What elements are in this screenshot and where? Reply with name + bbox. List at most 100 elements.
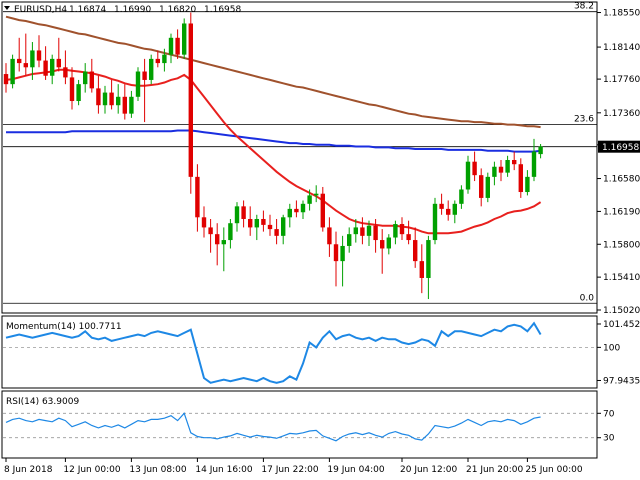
candle-body bbox=[492, 166, 497, 177]
x-tick-label: 12 Jun 00:00 bbox=[63, 465, 120, 475]
candle-body bbox=[465, 161, 471, 190]
candle-body bbox=[182, 23, 187, 55]
candle-body bbox=[116, 96, 121, 106]
candle-body bbox=[287, 208, 292, 218]
candle-body bbox=[406, 234, 411, 241]
candle-body bbox=[89, 71, 94, 89]
current-price-label: 1.16958 bbox=[602, 143, 639, 153]
candle-body bbox=[23, 63, 28, 68]
y-tick-label: 1.15410 bbox=[603, 273, 640, 283]
y-tick-label: 1.16190 bbox=[603, 207, 640, 217]
candle-body bbox=[69, 77, 75, 102]
candle-body bbox=[43, 60, 48, 76]
candle-body bbox=[399, 224, 405, 235]
momentum-plot bbox=[3, 321, 597, 384]
candle-body bbox=[531, 151, 537, 177]
candle-body bbox=[300, 203, 306, 213]
candle-body bbox=[386, 237, 391, 249]
candle-body bbox=[439, 203, 444, 209]
candle-body bbox=[96, 88, 101, 106]
fib-level-label: 23.6 bbox=[574, 115, 594, 125]
candle-body bbox=[195, 176, 200, 218]
candle-body bbox=[314, 193, 319, 196]
fib-level-label: 38.2 bbox=[574, 2, 594, 12]
rsi-label: RSI(14) 63.9009 bbox=[6, 397, 79, 407]
candle-body bbox=[241, 206, 246, 219]
x-tick-label: 19 Jun 04:00 bbox=[327, 465, 384, 475]
candle-body bbox=[208, 227, 213, 235]
candle-body bbox=[109, 92, 114, 106]
candle-body bbox=[3, 74, 9, 85]
candle-body bbox=[518, 164, 523, 193]
x-tick-label: 21 Jun 20:00 bbox=[466, 465, 523, 475]
axes: 1.185501.181401.177601.173601.169801.165… bbox=[4, 9, 640, 475]
y-tick-label: 1.15020 bbox=[603, 306, 640, 316]
candle-body bbox=[393, 224, 398, 238]
momentum-y-tick-label: 101.4526 bbox=[603, 320, 640, 330]
candle-body bbox=[188, 23, 193, 177]
candle-body bbox=[452, 203, 457, 215]
momentum-panel-frame bbox=[1, 315, 598, 389]
rsi-line bbox=[5, 412, 541, 442]
candle-body bbox=[76, 84, 81, 102]
symbol-label: EURUSD,H4 bbox=[14, 5, 67, 15]
momentum-label: Momentum(14) 100.7711 bbox=[6, 322, 122, 332]
candle-body bbox=[261, 218, 266, 225]
candle-body bbox=[320, 193, 325, 228]
moving-average-line bbox=[6, 129, 541, 153]
candle-body bbox=[149, 58, 154, 80]
candle-body bbox=[17, 58, 22, 64]
candle-body bbox=[380, 240, 385, 249]
candle-body bbox=[505, 160, 510, 173]
price-panel-frame bbox=[1, 1, 598, 314]
candle-body bbox=[201, 217, 207, 228]
y-tick-label: 1.16580 bbox=[603, 175, 640, 185]
moving-average-line bbox=[5, 15, 541, 129]
candle-body bbox=[234, 206, 240, 224]
collapse-triangle-icon[interactable] bbox=[4, 6, 10, 10]
moving-average-line bbox=[5, 68, 542, 235]
x-tick-label: 20 Jun 12:00 bbox=[400, 465, 457, 475]
candle-body bbox=[413, 240, 418, 262]
candle-body bbox=[294, 208, 299, 213]
candle-body bbox=[498, 166, 504, 173]
candle-body bbox=[254, 218, 259, 228]
rsi-y-tick-label: 70 bbox=[603, 409, 615, 419]
y-tick-label: 1.18550 bbox=[603, 9, 640, 19]
candle-body bbox=[142, 71, 147, 80]
candle-body bbox=[281, 217, 286, 236]
candle-body bbox=[419, 261, 424, 278]
candle-body bbox=[129, 96, 134, 114]
candle-body bbox=[50, 58, 55, 76]
ohlc-high: 1.16990 bbox=[114, 5, 151, 15]
candle-body bbox=[538, 146, 543, 155]
rsi-y-tick-label: 30 bbox=[603, 434, 615, 444]
candle-body bbox=[215, 234, 220, 245]
candle-body bbox=[10, 58, 15, 85]
ohlc-low: 1.16820 bbox=[159, 5, 196, 15]
candle-body bbox=[472, 161, 477, 176]
candle-body bbox=[36, 50, 42, 61]
y-tick-label: 1.15800 bbox=[603, 240, 640, 250]
x-tick-label: 14 Jun 16:00 bbox=[195, 465, 252, 475]
candle-body bbox=[307, 195, 312, 204]
candle-body bbox=[122, 96, 127, 114]
ohlc-open: 1.16874 bbox=[69, 5, 106, 15]
candle-body bbox=[83, 71, 88, 85]
candle-body bbox=[30, 50, 35, 68]
ohlc-close: 1.16958 bbox=[204, 5, 241, 15]
y-tick-label: 1.17360 bbox=[603, 109, 640, 119]
candle-body bbox=[228, 223, 233, 241]
x-tick-label: 13 Jun 08:00 bbox=[129, 465, 186, 475]
x-tick-label: 17 Jun 22:00 bbox=[261, 465, 318, 475]
x-tick-label: 8 Jun 2018 bbox=[4, 465, 53, 475]
candle-body bbox=[347, 234, 352, 246]
candle-body bbox=[479, 175, 484, 198]
momentum-y-tick-label: 97.9435 bbox=[603, 376, 640, 386]
candle-body bbox=[432, 203, 438, 241]
candle-body bbox=[327, 227, 332, 245]
candle-body bbox=[426, 240, 431, 278]
candle-body bbox=[373, 225, 378, 241]
candle-body bbox=[525, 176, 530, 193]
candle-body bbox=[459, 189, 464, 204]
